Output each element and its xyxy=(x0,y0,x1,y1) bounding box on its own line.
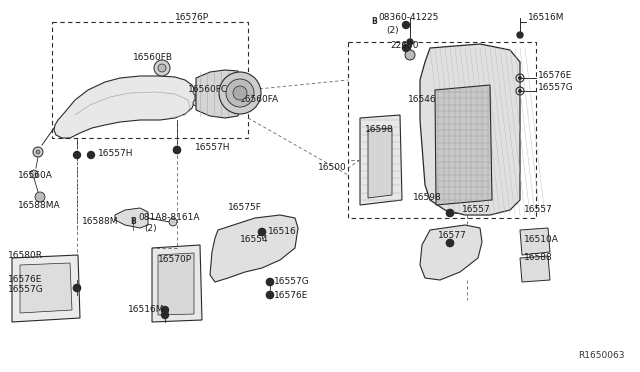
Text: 16588: 16588 xyxy=(524,253,553,263)
Circle shape xyxy=(518,76,522,80)
Circle shape xyxy=(33,147,43,157)
Text: 16560FC: 16560FC xyxy=(188,86,228,94)
Bar xyxy=(52,22,248,138)
Text: 16560FB: 16560FB xyxy=(133,54,173,62)
Circle shape xyxy=(259,228,266,235)
Polygon shape xyxy=(520,228,550,255)
Circle shape xyxy=(219,72,261,114)
Circle shape xyxy=(517,32,523,38)
Text: 16516: 16516 xyxy=(268,228,297,237)
Text: B: B xyxy=(371,17,377,26)
Text: (2): (2) xyxy=(144,224,157,232)
Polygon shape xyxy=(152,245,202,322)
Text: 16516M: 16516M xyxy=(128,305,164,314)
Text: 16554: 16554 xyxy=(240,235,269,244)
Circle shape xyxy=(266,292,273,298)
Circle shape xyxy=(74,285,81,292)
Circle shape xyxy=(35,192,45,202)
Circle shape xyxy=(154,60,170,76)
Text: 16516M: 16516M xyxy=(528,13,564,22)
Polygon shape xyxy=(420,225,482,280)
Circle shape xyxy=(193,89,199,95)
Polygon shape xyxy=(115,208,148,228)
Text: 16557G: 16557G xyxy=(538,83,573,93)
Polygon shape xyxy=(368,128,392,198)
Text: 16588M: 16588M xyxy=(82,218,118,227)
Circle shape xyxy=(161,307,168,314)
Text: 16546: 16546 xyxy=(408,96,436,105)
Text: 16580R: 16580R xyxy=(8,250,43,260)
Polygon shape xyxy=(360,115,402,205)
Text: 16557G: 16557G xyxy=(8,285,44,295)
Circle shape xyxy=(266,292,273,298)
Text: 16557H: 16557H xyxy=(195,144,230,153)
Circle shape xyxy=(88,151,95,158)
Circle shape xyxy=(30,170,38,178)
Polygon shape xyxy=(54,76,195,138)
Circle shape xyxy=(259,228,266,235)
Circle shape xyxy=(266,279,273,285)
Polygon shape xyxy=(158,253,194,315)
Text: 16576P: 16576P xyxy=(175,13,209,22)
Text: 16510A: 16510A xyxy=(524,235,559,244)
Text: 16598: 16598 xyxy=(365,125,394,135)
Text: 16576E: 16576E xyxy=(8,276,42,285)
Text: 16560A: 16560A xyxy=(18,170,53,180)
Text: 16557G: 16557G xyxy=(274,278,310,286)
Text: 16557: 16557 xyxy=(524,205,553,215)
Text: 16576E: 16576E xyxy=(538,71,572,80)
Circle shape xyxy=(36,150,40,154)
Circle shape xyxy=(74,151,81,158)
Polygon shape xyxy=(435,85,492,205)
Text: 081A8-8161A: 081A8-8161A xyxy=(138,214,200,222)
Text: 16598: 16598 xyxy=(413,193,442,202)
Circle shape xyxy=(403,22,410,29)
Polygon shape xyxy=(196,70,240,118)
Text: 16500: 16500 xyxy=(318,164,347,173)
Text: 16560FA: 16560FA xyxy=(240,94,279,103)
Circle shape xyxy=(403,45,410,51)
Polygon shape xyxy=(520,256,550,282)
Circle shape xyxy=(266,279,273,285)
Text: 16576E: 16576E xyxy=(274,291,308,299)
Circle shape xyxy=(447,209,454,217)
Text: B: B xyxy=(130,218,136,227)
Circle shape xyxy=(518,89,522,93)
Text: 16557H: 16557H xyxy=(98,148,134,157)
Text: (2): (2) xyxy=(386,26,399,35)
Circle shape xyxy=(233,86,247,100)
Circle shape xyxy=(193,100,199,106)
Text: 16570P: 16570P xyxy=(158,256,192,264)
Polygon shape xyxy=(20,263,72,313)
Circle shape xyxy=(447,240,454,247)
Circle shape xyxy=(173,147,180,154)
Circle shape xyxy=(158,64,166,72)
Text: R1650063: R1650063 xyxy=(579,351,625,360)
Polygon shape xyxy=(420,44,520,215)
Circle shape xyxy=(161,311,168,318)
Polygon shape xyxy=(210,215,298,282)
Circle shape xyxy=(447,209,454,217)
Bar xyxy=(348,42,536,218)
Circle shape xyxy=(407,39,413,45)
Text: 08360-41225: 08360-41225 xyxy=(378,13,438,22)
Circle shape xyxy=(173,147,180,154)
Circle shape xyxy=(405,50,415,60)
Circle shape xyxy=(226,79,254,107)
Circle shape xyxy=(169,218,177,226)
Circle shape xyxy=(74,285,81,292)
Polygon shape xyxy=(12,255,80,322)
Circle shape xyxy=(447,240,454,247)
Text: 22680: 22680 xyxy=(390,41,419,49)
Text: 16588MA: 16588MA xyxy=(18,201,61,209)
Text: 16557: 16557 xyxy=(462,205,491,215)
Text: 16575F: 16575F xyxy=(228,203,262,212)
Text: 16577: 16577 xyxy=(438,231,467,240)
